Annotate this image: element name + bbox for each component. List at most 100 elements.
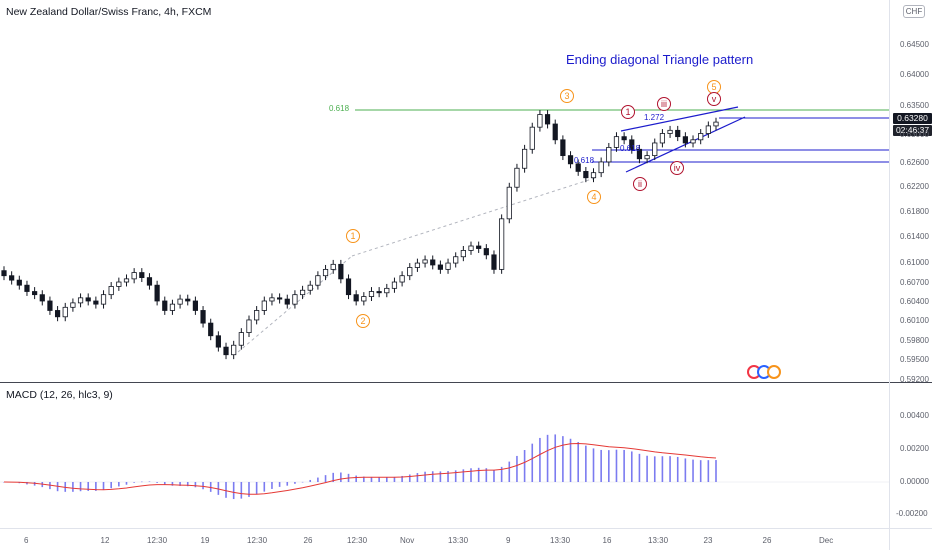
candle-body	[399, 275, 405, 283]
candle-body	[529, 126, 535, 150]
candle-body	[269, 297, 275, 302]
candle-body	[376, 291, 382, 294]
candle-body	[598, 161, 604, 174]
candle-body	[322, 268, 329, 277]
macd-bar	[87, 482, 90, 491]
candle-body	[659, 133, 666, 144]
candle-body	[93, 300, 99, 305]
macd-bar	[378, 477, 380, 482]
candle-body	[476, 245, 482, 249]
macd-bar	[248, 482, 250, 497]
pattern-annotation[interactable]: Ending diagonal Triangle pattern	[566, 52, 754, 67]
wave-label-red-1[interactable]: 1	[621, 105, 635, 119]
candle-body	[47, 300, 53, 311]
macd-bar	[638, 453, 641, 482]
wave-label-red-ii[interactable]: ii	[633, 177, 647, 191]
candle-body	[77, 297, 84, 304]
macd-tick-label: -0.00200	[896, 509, 928, 518]
time-tick-label: 26	[303, 536, 313, 545]
macd-bar	[408, 474, 411, 482]
price-tick-label: 0.60400	[900, 297, 929, 306]
candle-body	[200, 310, 206, 324]
wave-label-orange-5[interactable]: 5	[707, 80, 721, 94]
fib-label-1272: 1.272	[644, 113, 665, 122]
macd-indicator-title[interactable]: MACD (12, 26, hlc3, 9)	[6, 389, 113, 401]
symbol-title[interactable]: New Zealand Dollar/Swiss Franc, 4h, FXCM	[6, 6, 212, 18]
candle-body	[338, 263, 344, 280]
macd-bar	[278, 482, 281, 487]
time-tick-label: 6	[24, 536, 29, 545]
candle-body	[422, 259, 428, 264]
macd-bar	[340, 472, 342, 482]
candle-body	[499, 218, 505, 270]
price-tick-label: 0.63000	[900, 130, 929, 139]
candle-body	[54, 310, 61, 318]
projection-line-2[interactable]	[351, 177, 596, 257]
candlestick-series	[1, 110, 719, 360]
wave-label-orange-1[interactable]: 1	[346, 229, 360, 243]
macd-bar	[600, 449, 602, 482]
candle-body	[667, 129, 673, 134]
candle-body	[139, 272, 145, 279]
macd-bar	[424, 471, 426, 482]
macd-bar	[232, 482, 235, 500]
macd-bar	[133, 482, 135, 483]
wave-label-orange-2[interactable]: 2	[356, 314, 370, 328]
candle-body	[169, 303, 176, 311]
candle-body	[254, 310, 260, 321]
candle-body	[146, 277, 153, 286]
candle-body	[330, 263, 336, 270]
macd-bar	[669, 456, 671, 482]
candle-body	[185, 298, 191, 302]
macd-tick-label: 0.00000	[900, 477, 929, 486]
time-tick-label: 12	[100, 536, 110, 545]
macd-bar	[485, 468, 488, 482]
macd-bar	[608, 450, 610, 482]
time-tick-label: 16	[602, 536, 612, 545]
macd-bar	[363, 476, 365, 482]
wave-label-red-v[interactable]: v	[707, 92, 721, 106]
wave-label-red-iv[interactable]: iv	[670, 161, 684, 175]
currency-badge[interactable]: CHF	[903, 5, 925, 18]
tradingview-logo[interactable]	[746, 364, 782, 380]
macd-bar	[271, 482, 273, 489]
candle-body	[682, 136, 688, 144]
candle-body	[131, 272, 137, 280]
macd-bar	[477, 467, 480, 482]
diagonal-upper-trendline[interactable]	[620, 106, 739, 132]
time-tick-label: 9	[506, 536, 511, 545]
macd-bar	[171, 482, 174, 486]
wave-label-red-iii[interactable]: iii	[657, 97, 671, 111]
candle-body	[315, 275, 321, 286]
macd-signal-line	[3, 442, 717, 495]
candle-body	[384, 287, 390, 294]
candle-body	[544, 114, 551, 125]
candle-body	[629, 139, 635, 150]
macd-bar	[225, 482, 227, 498]
candle-body	[154, 284, 160, 302]
macd-bar	[332, 472, 335, 482]
candle-body	[192, 300, 198, 311]
candle-body	[261, 300, 267, 311]
candle-body	[522, 148, 528, 169]
fib-label-0618-lower: 0.618	[574, 156, 595, 165]
wave-label-orange-4[interactable]: 4	[587, 190, 601, 204]
macd-bar	[240, 482, 243, 499]
candle-body	[277, 297, 283, 300]
candle-body	[430, 259, 436, 266]
macd-bar	[470, 468, 472, 482]
macd-bar	[72, 482, 74, 492]
macd-bar	[493, 470, 495, 482]
price-tick-label: 0.64500	[900, 40, 929, 49]
macd-bar	[462, 469, 465, 482]
wave-label-orange-3[interactable]: 3	[560, 89, 574, 103]
candle-body	[361, 296, 367, 302]
macd-bar	[615, 449, 618, 482]
time-tick-label: 23	[703, 536, 713, 545]
macd-bar	[699, 460, 702, 482]
time-tick-label: 26	[762, 536, 772, 545]
macd-bar	[562, 436, 564, 482]
macd-bar	[554, 434, 557, 482]
candle-body	[292, 294, 298, 305]
